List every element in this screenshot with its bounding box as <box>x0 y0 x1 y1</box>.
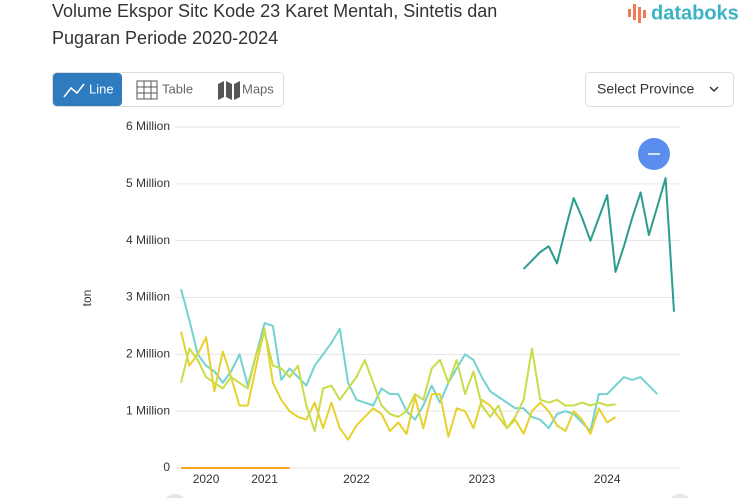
x-tick-label: 2020 <box>193 472 220 486</box>
logo-icon <box>633 4 636 20</box>
tab-icon <box>63 83 85 98</box>
title-line: Pugaran Periode 2020-2024 <box>52 28 278 48</box>
x-tick-label: 2024 <box>594 472 621 486</box>
x-tick-label: 2023 <box>468 472 495 486</box>
y-tick-label: 2 Million <box>126 347 170 361</box>
tab[interactable]: Maps <box>242 81 274 96</box>
tab[interactable]: Line <box>89 81 114 96</box>
plot: 0 1 Million 2 Million 3 Million 4 Million 5 M… <box>126 119 680 486</box>
tab-active[interactable] <box>53 73 122 106</box>
logo-icon <box>643 10 646 18</box>
x-tick-label: 2022 <box>343 472 370 486</box>
scroll-handle[interactable] <box>163 494 187 498</box>
y-tick-label: 6 Million <box>126 119 170 133</box>
logo-icon <box>628 9 631 17</box>
series-line <box>522 177 675 312</box>
series-line <box>180 330 616 433</box>
select-label[interactable]: Select Province <box>597 81 694 97</box>
tab-icon <box>218 81 240 100</box>
logo-icon <box>638 7 641 23</box>
tab-icon <box>137 81 157 99</box>
scroll-handle[interactable] <box>668 494 692 498</box>
select[interactable] <box>585 72 734 107</box>
tab[interactable]: Table <box>162 81 193 96</box>
x-tick-label: 2021 <box>251 472 278 486</box>
y-axis-label: ton <box>80 290 94 307</box>
logo-text: databoks <box>651 2 739 24</box>
tab-icon <box>136 80 158 100</box>
y-tick-label: 5 Million <box>126 176 170 190</box>
logo: databoks <box>628 2 739 24</box>
y-tick-label: 0 <box>163 460 170 474</box>
y-tick-label: 3 Million <box>126 290 170 304</box>
select-arrow <box>709 86 719 93</box>
y-tick-label: 1 Million <box>126 403 170 417</box>
y-tick-label: 4 Million <box>126 233 170 247</box>
title-line: Volume Ekspor Sitc Kode 23 Karet Mentah,… <box>52 1 497 21</box>
series-line <box>180 327 617 441</box>
